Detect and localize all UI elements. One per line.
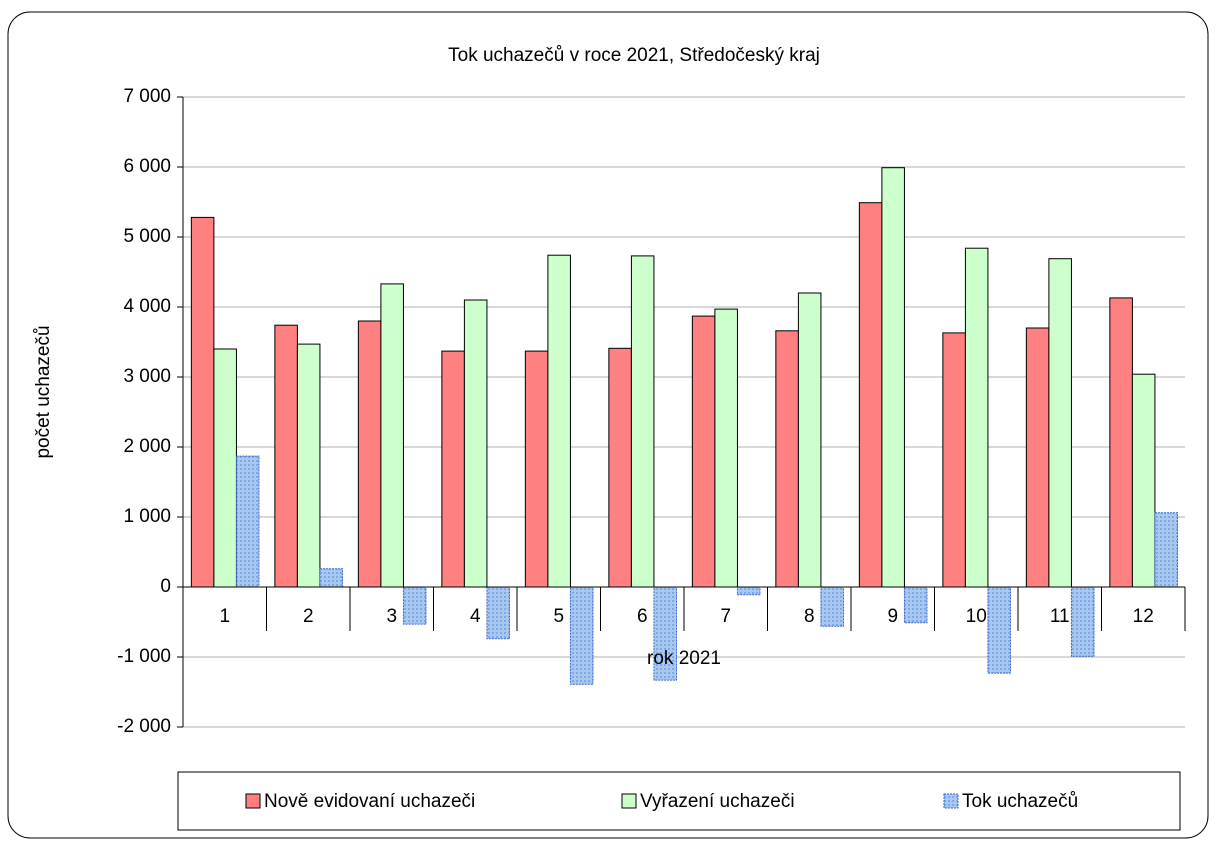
y-axis-label: počet uchazečů xyxy=(33,325,54,458)
bar xyxy=(881,167,905,588)
bar xyxy=(1131,373,1156,588)
bar xyxy=(714,308,738,588)
bar xyxy=(441,350,465,588)
bar xyxy=(190,216,215,588)
bar xyxy=(820,586,844,627)
bar xyxy=(1070,586,1095,657)
x-tick-label: 10 xyxy=(966,606,987,627)
bar xyxy=(797,292,822,588)
y-tick-label: 1 000 xyxy=(123,506,171,527)
x-tick-label: 5 xyxy=(553,606,564,627)
y-tick-label: 0 xyxy=(160,576,171,597)
bar xyxy=(903,586,928,624)
bar xyxy=(987,586,1011,674)
x-tick-label: 11 xyxy=(1050,606,1070,627)
legend-swatch xyxy=(943,793,959,809)
y-tick-label: 2 000 xyxy=(123,436,171,457)
bar xyxy=(1048,258,1072,588)
y-tick-label: -2 000 xyxy=(117,716,171,737)
y-tick-label: -1 000 xyxy=(117,646,171,667)
chart-title: Tok uchazečů v roce 2021, Středočeský kr… xyxy=(448,45,820,66)
bar xyxy=(653,586,677,681)
legend-swatch xyxy=(245,793,261,809)
bar xyxy=(213,348,237,588)
y-tick-label: 5 000 xyxy=(123,226,171,247)
bar xyxy=(380,283,404,588)
bar xyxy=(296,343,321,588)
bar xyxy=(964,247,989,588)
bar xyxy=(547,254,571,588)
legend-box xyxy=(177,771,1181,831)
x-tick-label: 1 xyxy=(219,606,230,627)
bar xyxy=(630,255,655,588)
legend-label: Tok uchazečů xyxy=(962,791,1078,812)
x-tick-label: 6 xyxy=(637,606,648,627)
y-tick-label: 6 000 xyxy=(123,156,171,177)
bar xyxy=(691,315,716,588)
legend-label: Vyřazení uchazeči xyxy=(640,791,795,812)
bar xyxy=(1025,327,1050,588)
x-tick-label: 2 xyxy=(303,606,314,627)
bar xyxy=(569,586,594,685)
x-tick-label: 7 xyxy=(720,606,731,627)
bar xyxy=(235,455,260,588)
bar xyxy=(463,299,488,588)
bar xyxy=(1154,512,1178,588)
x-tick-label: 9 xyxy=(887,606,898,627)
legend-label: Nově evidovaní uchazeči xyxy=(264,791,475,812)
legend-swatch xyxy=(621,793,637,809)
bar xyxy=(608,347,632,588)
bar xyxy=(942,332,966,588)
x-tick-label: 3 xyxy=(386,606,397,627)
x-tick-label: 12 xyxy=(1133,606,1154,627)
bar xyxy=(736,586,761,596)
bar xyxy=(357,320,382,588)
bar xyxy=(1109,297,1133,588)
bar xyxy=(402,586,427,625)
x-tick-label: 8 xyxy=(804,606,815,627)
bar xyxy=(858,202,883,588)
x-tick-label: 4 xyxy=(470,606,481,627)
chart-frame xyxy=(7,11,1209,839)
bar xyxy=(274,324,298,588)
x-axis-label: rok 2021 xyxy=(647,648,721,669)
bar xyxy=(775,330,799,588)
y-tick-label: 4 000 xyxy=(123,296,171,317)
y-tick-label: 7 000 xyxy=(123,86,171,107)
bar xyxy=(319,568,343,588)
bar xyxy=(524,350,549,588)
y-tick-label: 3 000 xyxy=(123,366,171,387)
bar xyxy=(486,586,510,640)
